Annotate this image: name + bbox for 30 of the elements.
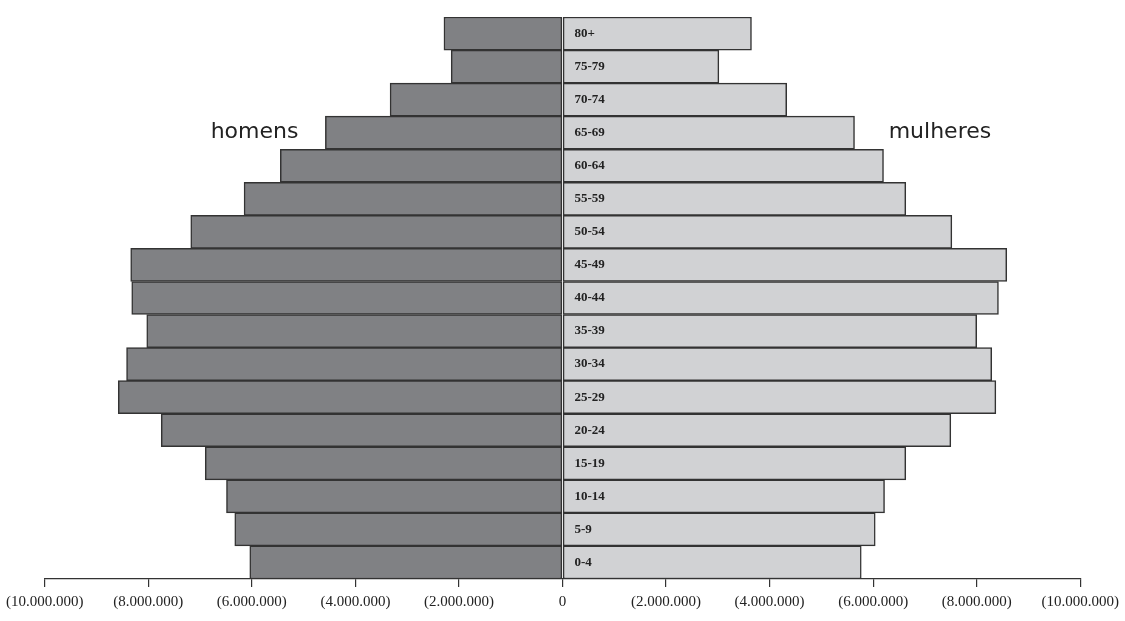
- y-tick-label: 0-4: [574, 553, 593, 569]
- y-tick-label: 40-44: [574, 289, 606, 305]
- y-tick-label: 25-29: [574, 388, 606, 404]
- y-tick-label: 5-9: [574, 520, 593, 536]
- x-tick-label: (10.000.000): [1041, 592, 1119, 610]
- y-tick-label: 50-54: [574, 223, 606, 239]
- x-tick-label: (6.000.000): [838, 592, 909, 610]
- x-tick-label: (4.000.000): [320, 592, 391, 610]
- y-tick-label: 55-59: [574, 190, 606, 206]
- x-tick-label: (2.000.000): [631, 592, 702, 610]
- y-tick-label: 75-79: [574, 57, 606, 73]
- x-tick-label: 0: [558, 592, 567, 609]
- series-label: mulheres: [888, 118, 992, 144]
- x-tick-label: (10.000.000): [6, 592, 84, 610]
- x-tick-label: (6.000.000): [216, 592, 287, 610]
- y-tick-label: 15-19: [574, 454, 606, 470]
- x-tick-label: (2.000.000): [423, 592, 494, 610]
- y-tick-label: 20-24: [574, 421, 606, 437]
- y-tick-label: 45-49: [574, 256, 606, 272]
- x-tick-label: (8.000.000): [941, 592, 1012, 610]
- y-tick-label: 65-69: [574, 124, 606, 140]
- y-tick-label: 60-64: [574, 157, 606, 173]
- y-tick-label: 30-34: [574, 355, 606, 371]
- x-tick-label: (8.000.000): [113, 592, 184, 610]
- series-label: homens: [210, 118, 299, 144]
- x-tick-label: (4.000.000): [734, 592, 805, 610]
- y-tick-label: 35-39: [574, 322, 606, 338]
- y-tick-label: 10-14: [574, 487, 606, 503]
- y-tick-label: 80+: [574, 24, 595, 40]
- y-tick-label: 70-74: [574, 91, 606, 107]
